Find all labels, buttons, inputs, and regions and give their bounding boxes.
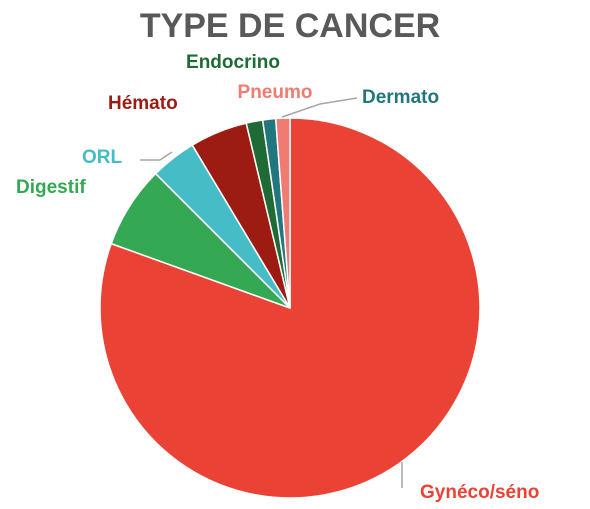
- leader-line: [281, 97, 358, 118]
- slice-label: Dermato: [362, 87, 439, 108]
- chart-title: TYPE DE CANCER: [140, 7, 440, 45]
- slice-label: Endocrino: [186, 52, 280, 73]
- slice-label: Gynéco/séno: [420, 482, 539, 503]
- slice-label: Hémato: [108, 93, 178, 114]
- slice-label: Digestif: [16, 177, 86, 198]
- slice-label: ORL: [82, 147, 123, 168]
- pie-slice: [274, 117, 291, 309]
- leader-line: [140, 151, 173, 161]
- slice-label: Pneumo: [238, 82, 313, 103]
